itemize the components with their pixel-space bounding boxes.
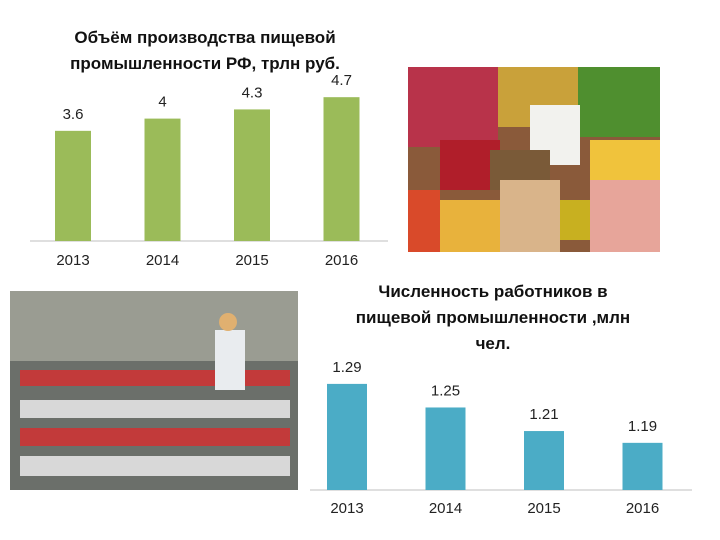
food-photo xyxy=(408,67,660,252)
bar xyxy=(55,130,91,241)
x-tick-label: 2015 xyxy=(235,252,268,269)
chart-title: Численность работников в пищевой промышл… xyxy=(355,282,631,353)
x-tick-label: 2013 xyxy=(56,252,89,269)
value-label: 4.3 xyxy=(242,84,263,101)
bar xyxy=(622,442,663,490)
x-tick-label: 2013 xyxy=(330,500,363,517)
value-label: 1.25 xyxy=(431,382,460,399)
x-tick-label: 2015 xyxy=(527,500,560,517)
bar xyxy=(323,97,360,242)
bar xyxy=(327,383,367,490)
bar xyxy=(144,118,181,241)
value-label: 1.21 xyxy=(529,406,558,423)
value-label: 1.29 xyxy=(332,359,361,376)
factory-photo xyxy=(10,291,298,490)
value-label: 4 xyxy=(158,94,166,111)
chart-title: Объём производства пищевой промышленност… xyxy=(70,28,340,73)
value-label: 1.19 xyxy=(628,418,657,435)
x-tick-label: 2014 xyxy=(429,500,462,517)
value-label: 4.7 xyxy=(331,72,352,89)
x-tick-label: 2016 xyxy=(325,252,358,269)
value-label: 3.6 xyxy=(63,106,84,123)
bar xyxy=(524,431,564,490)
x-tick-label: 2014 xyxy=(146,252,179,269)
x-tick-label: 2016 xyxy=(626,500,659,517)
bar xyxy=(234,109,270,241)
bar xyxy=(425,407,466,490)
